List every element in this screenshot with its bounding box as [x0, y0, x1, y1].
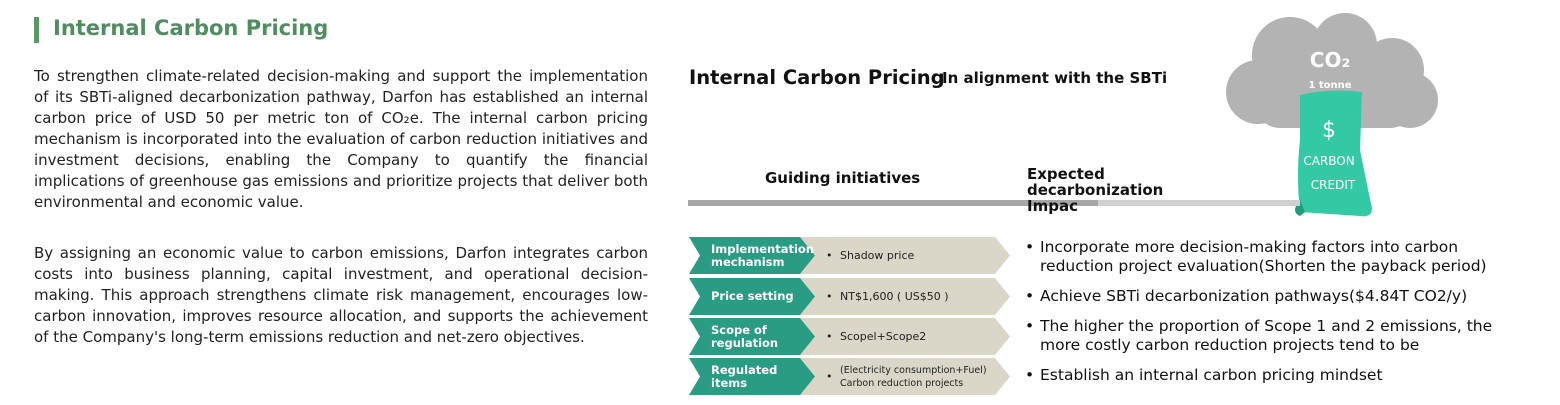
bullet: • — [826, 370, 833, 383]
label-chevron — [689, 358, 815, 395]
row-item: Shadow price — [840, 249, 915, 262]
bullet: • — [1025, 238, 1035, 256]
bullet: • — [1025, 366, 1035, 384]
impact-item: • The higher the proportion of Scope 1 an… — [1025, 317, 1505, 355]
section-title: Internal Carbon Pricing — [53, 16, 329, 40]
column-header: Expected decarbonization Impac — [1027, 165, 1164, 215]
row-label: Price setting — [711, 289, 794, 303]
bullet: • — [826, 249, 833, 262]
label-chevron — [689, 318, 815, 355]
credit-line: CREDIT — [1310, 178, 1356, 192]
row-item: (Electricity consumption+Fuel) Carbon re… — [840, 364, 987, 389]
impact-text: Establish an internal carbon pricing min… — [1040, 366, 1383, 384]
column-header: Guiding initiatives — [765, 169, 921, 187]
infographic-subtitle: In alignment with the SBTi — [942, 69, 1168, 87]
label-chevron — [689, 278, 815, 315]
row-label: Implementation mechanism — [711, 241, 814, 269]
infographic-title: Internal Carbon Pricing — [689, 66, 945, 89]
impact-item: • Establish an internal carbon pricing mi… — [1025, 366, 1505, 385]
credit-line: CARBON — [1303, 154, 1355, 168]
credit-symbol: $ — [1322, 118, 1336, 143]
paragraph: By assigning an economic value to carbon… — [34, 244, 648, 346]
cloud-label: CO₂ — [1309, 48, 1351, 72]
row-label: Scope of regulation — [711, 322, 779, 350]
impact-text: The higher the proportion of Scope 1 and… — [1040, 317, 1493, 354]
title-accent — [34, 17, 39, 43]
label-chevron — [689, 237, 815, 274]
item-chevron — [800, 278, 1010, 315]
impact-item: • Achieve SBTi decarbonization pathways($… — [1025, 287, 1505, 306]
bullet: • — [1025, 287, 1035, 305]
impact-text: Incorporate more decision-making factors… — [1040, 238, 1487, 275]
header-bar-light — [1098, 200, 1300, 206]
header-bar-dark — [688, 200, 1098, 206]
cloud-unit: 1 tonne — [1308, 80, 1352, 91]
item-chevron — [800, 318, 1010, 355]
row-item: NT$1,600 ( US$50 ) — [840, 290, 949, 303]
item-chevron — [800, 237, 1010, 274]
bullet: • — [1025, 317, 1035, 335]
impact-item: • Incorporate more decision-making factor… — [1025, 238, 1505, 276]
row-item: Scopel+Scope2 — [840, 330, 927, 343]
item-chevron — [800, 358, 1010, 395]
bullet: • — [826, 290, 833, 303]
paragraph: To strengthen climate-related decision-m… — [34, 67, 648, 211]
bullet: • — [826, 330, 833, 343]
row-label: Regulated items — [711, 362, 778, 390]
impact-text: Achieve SBTi decarbonization pathways($4… — [1040, 287, 1468, 305]
